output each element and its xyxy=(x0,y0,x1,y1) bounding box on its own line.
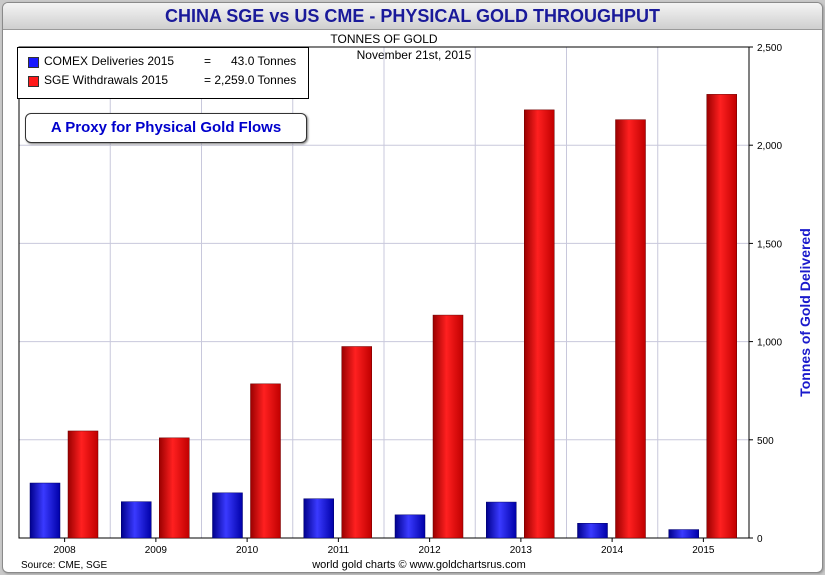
bar-sge xyxy=(706,94,737,539)
legend-swatch-comex xyxy=(28,57,39,68)
y-tick-label: 500 xyxy=(757,436,774,447)
bar-sge xyxy=(432,314,464,539)
x-tick-label: 2008 xyxy=(54,545,77,556)
y-axis-label: Tonnes of Gold Delivered xyxy=(797,228,813,397)
bar-sge xyxy=(615,119,646,539)
x-tick-label: 2015 xyxy=(692,545,715,556)
y-tick-label: 0 xyxy=(757,534,763,545)
x-tick-label: 2013 xyxy=(510,545,533,556)
legend: COMEX Deliveries 2015 = 43.0 Tonnes SGE … xyxy=(17,47,309,99)
x-tick-label: 2010 xyxy=(236,545,259,556)
bar-comex xyxy=(577,523,608,539)
bar-comex xyxy=(303,498,334,539)
credit-note: world gold charts © www.goldchartsrus.co… xyxy=(311,559,526,571)
legend-value-comex: = 43.0 Tonnes xyxy=(204,54,297,68)
chart-canvas: TONNES OF GOLD November 21st, 2015 0 500 1,0… xyxy=(18,32,813,571)
plot-border xyxy=(18,46,750,539)
bar-sge xyxy=(159,437,190,539)
source-note: Source: CME, SGE xyxy=(21,560,107,571)
bar-comex xyxy=(394,514,426,539)
legend-swatch-sge xyxy=(28,76,39,87)
bar-comex xyxy=(212,492,243,539)
legend-value-sge: = 2,259.0 Tonnes xyxy=(204,73,297,87)
chart-title: CHINA SGE vs US CME - PHYSICAL GOLD THRO… xyxy=(164,6,661,26)
y-tick-label: 2,000 xyxy=(757,141,782,152)
annotation-box: A Proxy for Physical Gold Flows xyxy=(25,113,307,143)
x-tick-label: 2009 xyxy=(145,545,168,556)
y-tick-label: 2,500 xyxy=(757,43,782,54)
title-bar: CHINA SGE vs US CME - PHYSICAL GOLD THRO… xyxy=(3,3,822,30)
y-tick-label: 1,000 xyxy=(757,338,782,349)
legend-label-sge: SGE Withdrawals 2015 xyxy=(44,73,169,87)
chart-date: November 21st, 2015 xyxy=(357,48,472,62)
bar-sge xyxy=(341,346,372,539)
x-tick-label: 2014 xyxy=(601,545,624,556)
chart-subtitle: TONNES OF GOLD xyxy=(330,32,437,46)
x-tick-label: 2011 xyxy=(328,545,350,556)
bar-sge xyxy=(250,383,281,539)
legend-label-comex: COMEX Deliveries 2015 xyxy=(44,54,175,68)
bar-comex xyxy=(668,529,699,539)
x-tick-label: 2012 xyxy=(419,545,442,556)
bar-comex xyxy=(121,501,152,539)
bar-comex xyxy=(29,482,61,539)
bar-comex xyxy=(486,501,517,539)
bar-sge xyxy=(67,430,99,539)
y-tick-label: 1,500 xyxy=(757,239,782,250)
bar-sge xyxy=(524,109,555,539)
